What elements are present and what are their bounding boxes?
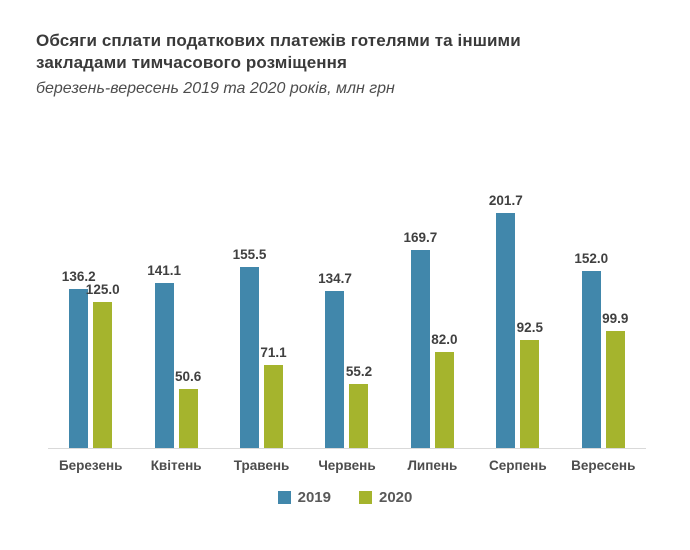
bar-2020-Березень: 125.0 xyxy=(86,282,120,448)
bar-2020-Червень: 55.2 xyxy=(346,364,372,448)
value-label-2019-Серпень: 201.7 xyxy=(488,192,523,208)
bar-group-7: 152.0 99.9 xyxy=(561,188,646,448)
bar-group-6: 201.7 92.5 xyxy=(475,188,560,448)
legend-label-2019: 2019 xyxy=(297,488,331,506)
value-label-2019-Квітень: 141.1 xyxy=(147,263,182,279)
x-axis-label-Липень: Липень xyxy=(407,457,458,473)
bar-2020-Травень: 71.1 xyxy=(260,345,287,448)
bar-group-2: 141.1 50.6 xyxy=(133,188,218,448)
value-label-2020-Червень: 55.2 xyxy=(345,363,373,379)
bar-2019-Вересень: 152.0 xyxy=(574,251,608,448)
value-label-2019-Липень: 169.7 xyxy=(403,230,438,246)
bar-2019-Травень: 155.5 xyxy=(233,247,266,448)
bar-2020-Серпень: 92.5 xyxy=(517,320,543,448)
bar-group-3: 155.5 71.1 xyxy=(219,188,304,448)
legend-swatch-2019 xyxy=(277,490,291,504)
value-label-2020-Квітень: 50.6 xyxy=(174,368,202,384)
value-label-2020-Липень: 82.0 xyxy=(431,332,458,348)
value-label-2019-Березень: 136.2 xyxy=(61,269,96,285)
bar-group-5: 169.7 82.0 xyxy=(390,188,475,448)
chart-subtitle: березень-вересень 2019 та 2020 років, мл… xyxy=(36,79,395,97)
bar-groups: 136.2 125.0 141.1 50.6 155.5 71.1 134.7 55.2 169… xyxy=(48,188,646,448)
bar-2019-Серпень: 201.7 xyxy=(489,193,523,448)
x-axis-label-Квітень: Квітень xyxy=(150,457,202,473)
chart-title: Обсяги сплати податкових платежів готеля… xyxy=(36,30,654,75)
bar-2019-Березень: 136.2 xyxy=(62,269,96,448)
bar-2020-Вересень: 99.9 xyxy=(602,311,628,448)
value-label-2020-Травень: 71.1 xyxy=(260,345,287,361)
bar-2019-Липень: 169.7 xyxy=(403,230,437,448)
x-axis-label-Вересень: Вересень xyxy=(571,457,636,473)
x-axis-label-Червень: Червень xyxy=(318,457,376,473)
x-axis-label-Березень: Березень xyxy=(58,457,123,473)
legend-item-2020: 2020 xyxy=(359,489,412,506)
chart-title-line2: закладами тимчасового розміщення xyxy=(36,53,348,73)
bar-2019-Квітень: 141.1 xyxy=(147,263,181,448)
bar-group-4: 134.7 55.2 xyxy=(304,188,389,448)
value-label-2019-Травень: 155.5 xyxy=(232,246,267,262)
value-label-2019-Червень: 134.7 xyxy=(318,270,352,286)
value-label-2020-Серпень: 92.5 xyxy=(516,320,543,336)
legend-swatch-2020 xyxy=(359,490,372,504)
x-axis-label-Травень: Травень xyxy=(233,457,290,473)
bar-2020-Липень: 82.0 xyxy=(431,332,458,448)
value-label-2019-Вересень: 152.0 xyxy=(574,250,609,266)
bar-2019-Червень: 134.7 xyxy=(318,271,352,448)
legend-item-2019: 2019 xyxy=(277,488,331,506)
value-label-2020-Березень: 125.0 xyxy=(85,282,120,298)
x-axis-label-Серпень: Серпень xyxy=(489,457,547,473)
bar-chart-plot-area: 136.2 125.0 141.1 50.6 155.5 71.1 134.7 55.2 169… xyxy=(48,188,646,449)
value-label-2020-Вересень: 99.9 xyxy=(602,311,629,327)
chart-legend: 2019 2020 xyxy=(36,489,654,506)
legend-label-2020: 2020 xyxy=(379,488,413,506)
bar-2020-Квітень: 50.6 xyxy=(175,369,201,448)
x-axis-labels: Березень Квітень Травень Червень Липень Серпе… xyxy=(48,458,646,473)
bar-group-1: 136.2 125.0 xyxy=(48,188,133,448)
chart-title-line1: Обсяги сплати податкових платежів готеля… xyxy=(36,31,521,50)
